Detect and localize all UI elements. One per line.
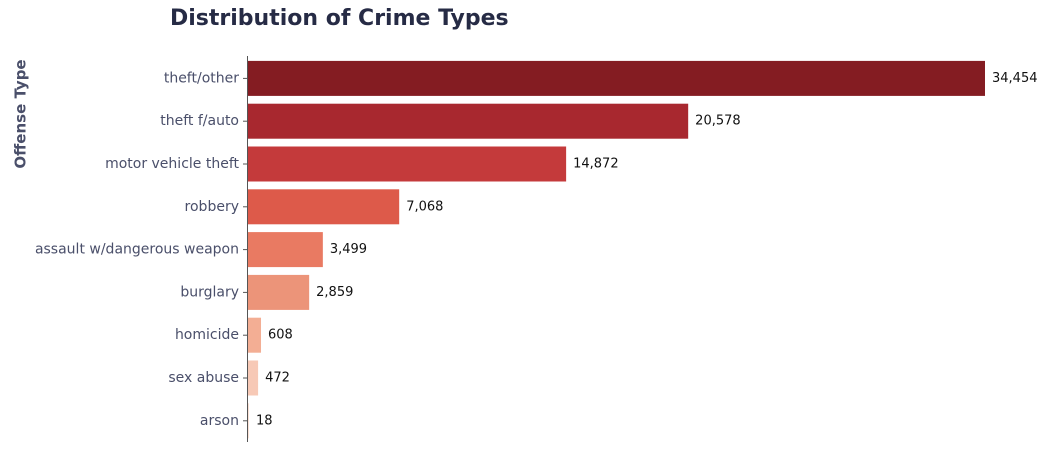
bar-4 (248, 232, 323, 268)
y-axis-label: Offense Type (12, 59, 30, 168)
y-tick-label-1: theft f/auto (160, 113, 239, 129)
y-tick-label-0: theft/other (164, 70, 239, 86)
data-label-7: 472 (265, 371, 290, 386)
bars-group: theft/other 34,454 theft f/auto 20,578 motor… (35, 60, 1038, 439)
bar-2 (248, 146, 567, 182)
bar-0 (248, 60, 985, 96)
data-label-8: 18 (256, 413, 273, 428)
y-tick-label-6: homicide (175, 327, 239, 343)
bar-3 (248, 189, 400, 225)
y-tick-label-7: sex abuse (168, 370, 239, 386)
bar-1 (248, 103, 689, 139)
bar-7 (248, 360, 259, 396)
data-label-5: 2,859 (316, 285, 353, 300)
data-label-2: 14,872 (573, 157, 619, 172)
data-label-6: 608 (268, 328, 293, 343)
y-tick-label-5: burglary (180, 284, 239, 300)
bar-5 (248, 274, 310, 310)
chart-title: Distribution of Crime Types (170, 6, 509, 31)
y-tick-label-8: arson (200, 413, 239, 429)
data-label-4: 3,499 (330, 242, 367, 257)
y-tick-label-2: motor vehicle theft (105, 156, 239, 172)
y-tick-label-3: robbery (185, 199, 239, 215)
bar-8 (248, 403, 249, 439)
y-tick-label-4: assault w/dangerous weapon (35, 242, 239, 258)
data-label-0: 34,454 (992, 71, 1038, 86)
bar-6 (248, 317, 262, 353)
data-label-3: 7,068 (406, 199, 443, 214)
data-label-1: 20,578 (695, 114, 741, 129)
